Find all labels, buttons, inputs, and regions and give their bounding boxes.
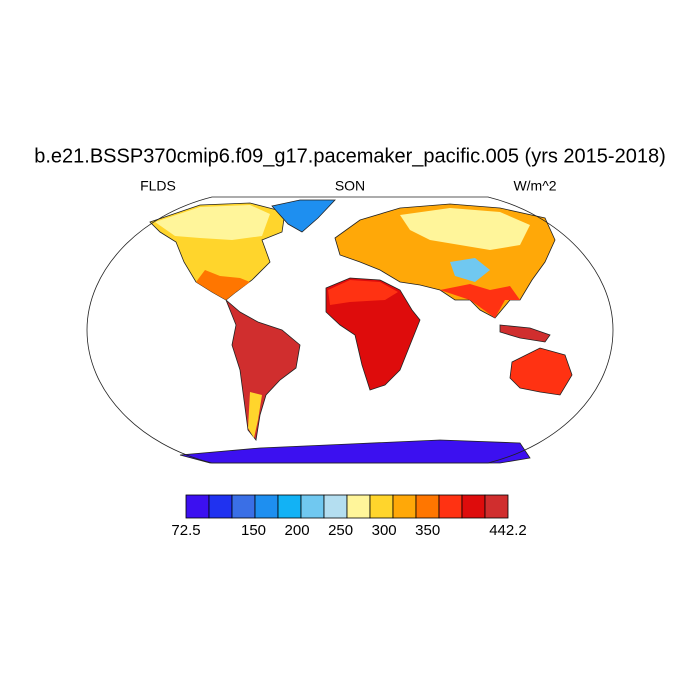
africa <box>325 277 421 391</box>
colorbar-box <box>369 494 394 519</box>
colorbar-label: 72.5 <box>171 522 200 539</box>
colorbar-box <box>208 494 233 519</box>
tibet <box>450 258 490 282</box>
south-asia <box>440 284 520 318</box>
colorbar-label: 250 <box>328 522 353 539</box>
australia <box>509 347 573 396</box>
antarctica <box>179 439 531 464</box>
colorbar-label: 150 <box>241 522 266 539</box>
colorbar-box <box>254 494 279 519</box>
colorbar-label: 442.2 <box>489 522 527 539</box>
colorbar-label: 200 <box>285 522 310 539</box>
colorbar-box <box>277 494 302 519</box>
units-label: W/m^2 <box>513 178 556 194</box>
colorbar: 72.5 150 200 250 300 350 442.2 <box>171 494 527 539</box>
sahara <box>328 280 398 305</box>
siberia <box>400 208 530 250</box>
colorbar-box <box>461 494 486 519</box>
colorbar-box <box>392 494 417 519</box>
greenland <box>271 199 336 233</box>
map-outline <box>86 196 614 464</box>
colorbar-box <box>231 494 256 519</box>
season-label: SON <box>335 178 365 194</box>
variable-label: FLDS <box>140 178 176 194</box>
north-america-north <box>155 205 270 240</box>
map-title: b.e21.BSSP370cmip6.f09_g17.pacemaker_pac… <box>34 145 666 167</box>
maritime-continent <box>499 324 551 343</box>
south-america <box>225 299 301 441</box>
colorbar-box <box>346 494 371 519</box>
colorbar-box <box>323 494 348 519</box>
colorbar-box <box>438 494 463 519</box>
colorbar-label: 350 <box>415 522 440 539</box>
map <box>86 196 614 464</box>
colorbar-box <box>415 494 440 519</box>
south-america-south <box>248 392 262 438</box>
colorbar-box <box>185 494 210 519</box>
colorbar-label: 300 <box>372 522 397 539</box>
north-america-south <box>196 270 250 300</box>
colorbar-box <box>484 494 509 519</box>
colorbar-box <box>300 494 325 519</box>
